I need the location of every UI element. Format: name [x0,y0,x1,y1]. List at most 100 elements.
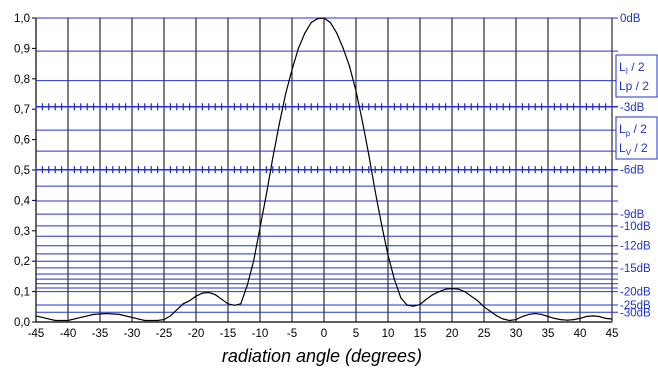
y-tick-label: 0,4 [14,195,31,207]
curve-point [585,315,588,318]
db-label: -20dB [620,287,651,299]
curve-point [605,317,607,319]
curve-point [131,316,133,318]
y-tick-label: 0,1 [14,287,30,299]
x-tick-label: -5 [287,328,297,340]
curve-point [470,295,472,297]
curve-point [400,297,402,299]
curve-point [221,298,223,300]
x-tick-label: 25 [478,328,491,340]
curve-point [201,292,203,294]
curve-point [477,300,479,302]
x-tick-labels: -45 -40 -35 -30 -25 -20 -15 -10 -5 0 5 10 15 20 25 30 35… [28,328,619,340]
curve-point [361,120,363,122]
curve-point [368,154,370,156]
x-tick-label: -35 [92,328,109,340]
curve-point [54,319,56,322]
curve-point [374,190,376,192]
curve-point [105,312,107,315]
x-tick-label: -40 [60,328,77,340]
curve-point [566,319,568,321]
legend-box-line: LV / 2 [619,141,648,157]
curve-point [272,157,274,159]
legend-box-line: Lp / 2 [619,79,649,93]
legend-boxes: LI / 2 Lp / 2 Lp / 2 LV / 2 [615,54,658,160]
curve-point [67,319,69,322]
curve-point [41,316,44,318]
curve-point [208,291,210,294]
y-tick-labels: 0,0 0,1 0,2 0,3 0,4 0,5 0,6 0,7 0,8 0,9 1,0 [14,13,31,329]
curve-point [509,319,511,322]
curve-point [246,284,248,287]
db-label: -25dB [620,300,651,312]
curve-point [349,66,351,68]
x-tick-label: -20 [188,328,205,340]
curve-point [483,306,485,308]
curve-point [189,300,191,302]
legend-box-frame [615,54,658,98]
x-tick-label: 10 [382,328,395,340]
y-tick-label: 0,6 [14,135,30,147]
curve-point [304,32,306,34]
x-tick-label: 20 [446,328,459,340]
curve-point [560,319,562,321]
curve-point [253,260,255,262]
x-tick-label: 35 [542,328,555,340]
curve-point [598,315,600,318]
curve-point [521,315,524,318]
x-tick-label: 5 [353,328,359,340]
curve-point [265,193,267,195]
legend-box-frame [615,116,658,160]
x-tick-label: 0 [321,328,327,340]
curve-point [425,298,427,300]
curve-point [573,319,575,321]
db-label: -30dB [620,307,651,319]
x-tick-label: -45 [28,328,45,340]
curve-point [182,303,184,305]
curve-point [35,315,37,317]
curve-point [310,22,312,24]
curve-point [157,319,159,322]
curve-point [163,319,165,321]
x-tick-label: 40 [574,328,587,340]
db-label: -10dB [620,221,651,233]
curve-point [547,315,549,318]
x-tick-label: -25 [156,328,173,340]
curve-point [336,32,338,34]
curve-point [464,291,466,293]
curve-point [592,315,594,317]
curve-point [438,291,440,293]
curve-point [457,288,459,290]
y-tick-label: 0,2 [14,256,30,268]
curve-point [144,319,146,322]
y-tick-label: 0,7 [14,104,30,116]
curve-point [381,224,383,226]
curve-point [195,295,197,297]
curve-point [489,310,491,312]
curve-point [579,317,581,319]
x-tick-label: -10 [252,328,269,340]
legend-box: Lp / 2 LV / 2 [615,116,658,160]
x-tick-label: -30 [124,328,141,340]
curve-point [393,278,395,280]
curve-point [534,312,536,315]
curve-point [406,304,408,306]
curve-point [118,313,120,315]
curve-point [291,69,293,71]
db-labels: 0dB -3dB -6dB -9dB-10dB -12dB -15dB -20dB-25dB… [620,13,651,319]
curve-point [445,288,447,290]
db-label: -9dB [620,209,645,221]
x-tick-label: 15 [414,328,427,340]
y-tick-label: 0,3 [14,226,30,238]
y-tick-label: 0,0 [14,317,30,329]
curve-point [329,22,331,24]
curve-layer [35,17,613,322]
y-tick-label: 0,9 [14,43,30,55]
curve-point [451,288,453,290]
curve-point [214,294,216,296]
curve-point [541,313,543,315]
curve-point [496,315,498,317]
y-tick-label: 1,0 [14,13,30,25]
y-tick-label: 0,5 [14,165,30,177]
